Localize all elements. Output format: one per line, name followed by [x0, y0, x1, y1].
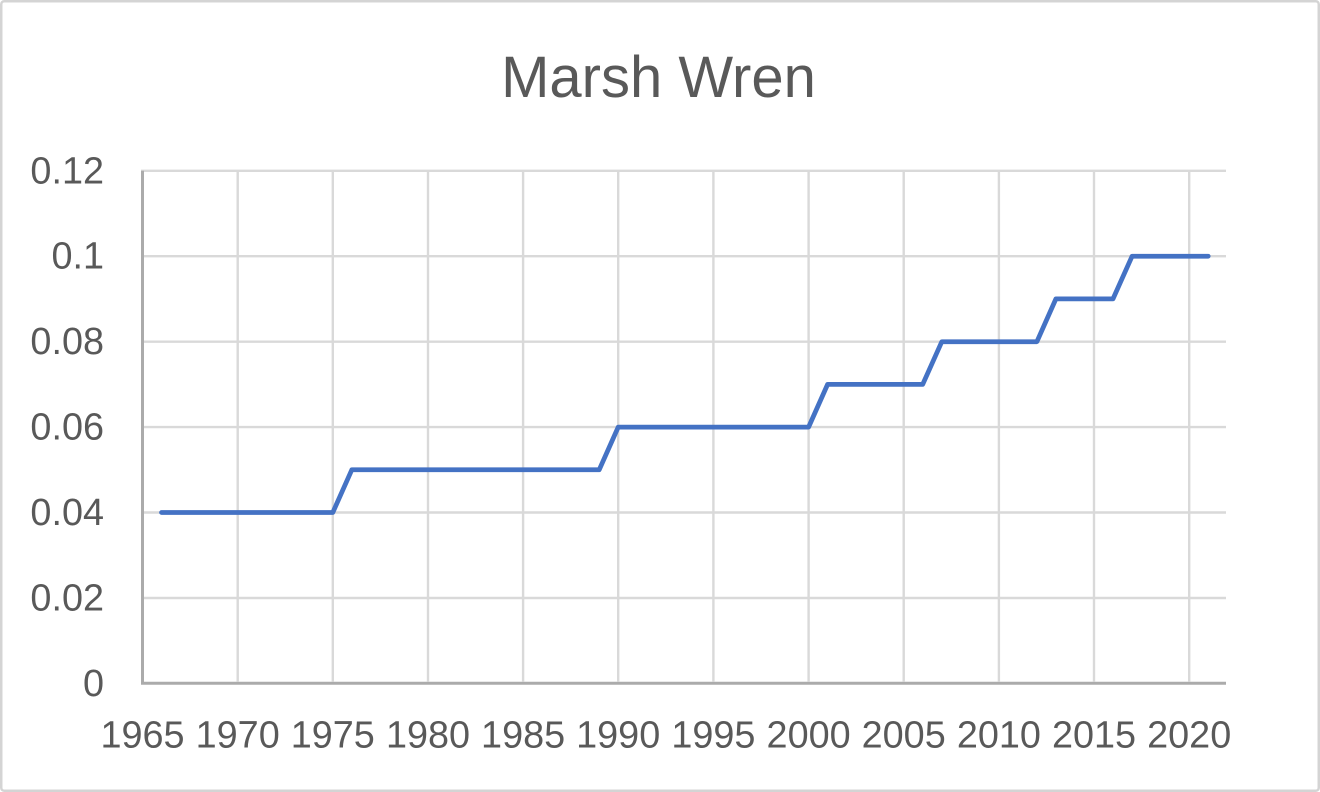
svg-text:2020: 2020 — [1147, 715, 1231, 757]
svg-text:1990: 1990 — [576, 715, 660, 757]
svg-text:0.12: 0.12 — [30, 150, 104, 192]
svg-text:1995: 1995 — [671, 715, 755, 757]
svg-text:0.08: 0.08 — [30, 321, 104, 363]
svg-text:2005: 2005 — [862, 715, 946, 757]
svg-text:0.04: 0.04 — [30, 492, 104, 534]
svg-text:2015: 2015 — [1052, 715, 1136, 757]
svg-text:0.02: 0.02 — [30, 578, 104, 620]
svg-text:0.1: 0.1 — [51, 236, 104, 278]
svg-text:Marsh Wren: Marsh Wren — [501, 45, 816, 110]
svg-text:0: 0 — [83, 663, 104, 705]
svg-text:1970: 1970 — [196, 715, 280, 757]
svg-text:1980: 1980 — [386, 715, 470, 757]
svg-text:0.06: 0.06 — [30, 407, 104, 449]
svg-text:1965: 1965 — [100, 715, 184, 757]
svg-text:2010: 2010 — [957, 715, 1041, 757]
svg-text:1975: 1975 — [291, 715, 375, 757]
svg-text:1985: 1985 — [481, 715, 565, 757]
svg-text:2000: 2000 — [767, 715, 851, 757]
